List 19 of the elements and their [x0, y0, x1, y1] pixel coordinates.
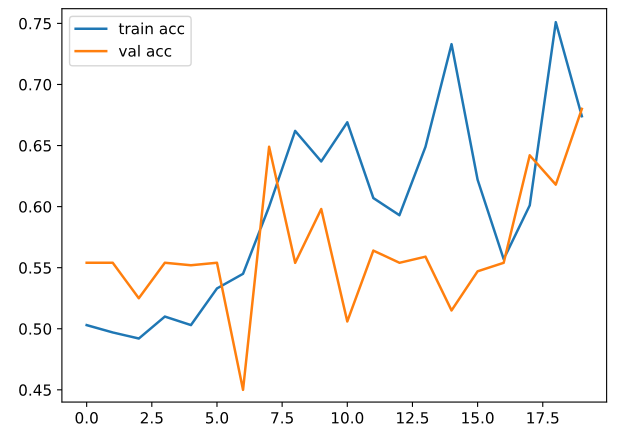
y-tick-label: 0.65 [19, 140, 51, 152]
y-tick-label: 0.60 [19, 201, 52, 213]
x-tick-label: 0.0 [76, 412, 98, 424]
x-tick-label: 15.0 [462, 412, 494, 424]
x-tick-label: 12.5 [397, 412, 428, 424]
y-tick-label: 0.70 [19, 78, 52, 90]
x-tick-label: 10.0 [332, 412, 364, 424]
x-tick-label: 2.5 [140, 412, 163, 424]
legend-label: val acc [118, 44, 172, 57]
y-tick-label: 0.55 [19, 262, 51, 274]
x-tick-label: 17.5 [527, 412, 558, 424]
y-tick-label: 0.75 [19, 18, 51, 30]
y-tick-label: 0.45 [19, 384, 51, 396]
x-tick-label: 5.0 [206, 412, 228, 424]
line-series [85, 20, 584, 340]
x-tick-label: 7.5 [271, 412, 293, 424]
line-series [85, 108, 584, 392]
legend-label: train acc [118, 22, 184, 34]
y-tick-label: 0.50 [19, 323, 52, 335]
